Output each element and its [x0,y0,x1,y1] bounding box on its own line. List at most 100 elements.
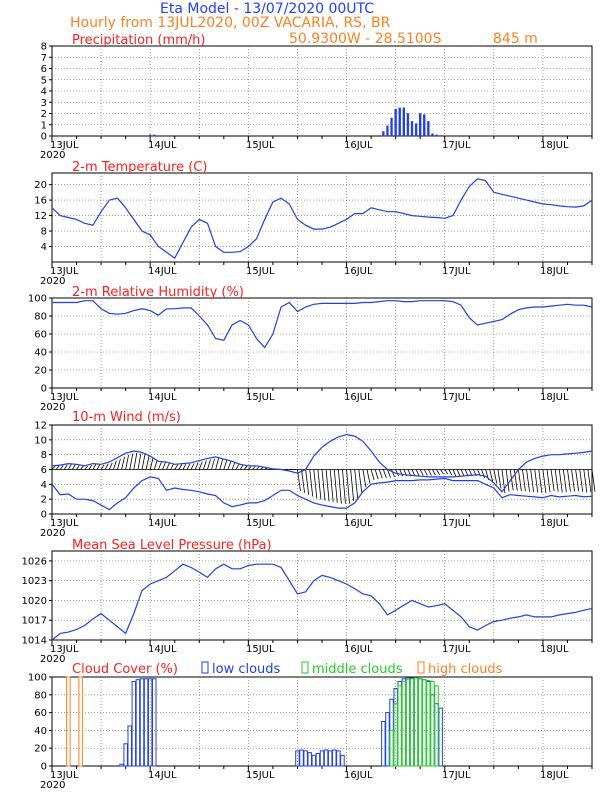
precip-ytick-label: 5 [41,75,47,86]
wind-xtick-label: 15JUL [246,518,275,529]
mslp-xtick-label: 15JUL [246,644,275,655]
precip-xtick-label: 14JUL [148,140,177,151]
wind-barb [92,463,97,470]
cloud-bar-low-clouds [299,749,304,767]
temp-series-line [51,178,593,259]
wind-barb [354,469,359,499]
mslp-xtick-label: 17JUL [442,644,471,655]
wind-barb [174,464,179,470]
cloud-bar-middle-clouds [430,680,435,767]
precip-bar [402,107,405,137]
cloud-bar-low-clouds [303,750,308,767]
mslp-xtick-label: 18JUL [540,644,569,655]
wind-barb [301,469,305,493]
wind-barb [149,457,154,470]
legend-swatch-2 [417,661,425,674]
rh-series-line [52,300,593,349]
wind-barb [96,464,101,470]
cloud-bar-middle-clouds [434,685,439,767]
cloud-ytick-label: 40 [34,726,47,737]
wind-barb [305,469,310,495]
wind-barb [346,469,350,504]
panel-wind: 0 2 4 6 8 10 12 13JUL 14JUL 15JUL 16JUL 17JUL 18JUL 2… [34,410,596,539]
wind-barb [452,469,457,477]
wind-barb [121,456,125,470]
wind-barb [460,469,465,477]
panel-rh: 0 20 40 60 80 100 13JUL 14JUL 15JUL 16JUL 17JUL 18J… [28,285,593,413]
cloud-bar-middle-clouds [417,678,423,767]
cloud-bar-low-clouds [315,753,321,767]
precip-bar [423,114,426,137]
cloud-bar-low-clouds [340,754,345,767]
wind-barb [325,469,330,502]
wind-barb [313,469,318,499]
wind-barb [129,453,134,470]
wind-barb [415,469,420,476]
cloud-bar-middle-clouds [413,677,419,767]
cloud-bar-low-clouds [143,678,149,767]
precip-ytick-label: 0 [41,132,47,143]
cloud-bar-low-clouds [401,678,407,767]
wind-ytick-label: 8 [41,450,47,461]
wind-barb [162,462,166,470]
cloud-bar-low-clouds [139,678,145,767]
precip-bar [439,135,442,137]
wind-barb [223,460,228,470]
cloud-bar-low-clouds [405,677,411,767]
cloud-ytick-label: 80 [34,690,47,701]
temp-xtick-label: 13JUL [50,266,79,277]
cloud-bar-low-clouds [381,721,386,767]
wind-year-label: 2020 [40,528,65,539]
rh-xtick-label: 14JUL [148,392,177,403]
wind-barb [448,469,453,476]
cloud-ytick-label: 20 [34,744,47,755]
cloud-year-label: 2020 [40,780,65,791]
wind-barb [219,459,224,470]
wind-barb [207,459,211,470]
wind-barb [235,463,240,470]
wind-barb [530,469,535,493]
wind-barb [497,469,502,489]
wind-barb [63,464,68,470]
wind-barb [493,469,498,484]
wind-barb [350,469,355,502]
precip-ytick-label: 4 [41,87,47,98]
wind-barb [76,464,80,470]
rh-xtick-label: 13JUL [50,392,79,403]
wind-ytick-label: 2 [41,495,47,506]
chart-title: Eta Model - 13/07/2020 00UTC [160,1,374,17]
rh-title: 2-m Relative Humidity (%) [72,285,244,300]
mslp-year-label: 2020 [40,654,65,665]
precip-ytick-label: 8 [41,42,47,53]
mslp-xtick-label: 14JUL [148,644,177,655]
cloud-bar-middle-clouds [422,679,427,767]
cloud-bar-middle-clouds [401,680,407,767]
temp-year-label: 2020 [40,276,65,287]
wind-barb [108,462,113,470]
cloud-xtick-label: 16JUL [344,770,373,781]
wind-barb [562,469,567,493]
mslp-frame [51,550,593,641]
temp-ytick-label: 16 [34,196,47,207]
wind-barb [362,469,367,488]
wind-barb [166,462,170,470]
temp-xtick-label: 18JUL [540,266,569,277]
wind-barb [137,453,142,470]
wind-barb [55,465,60,470]
wind-barb [252,465,256,470]
wind-speed-lower-line [51,476,593,511]
wind-barb [509,469,514,491]
precip-bar [419,113,422,137]
wind-xtick-label: 17JUL [442,518,471,529]
precip-ytick-label: 1 [41,120,47,131]
rh-ytick-label: 40 [34,348,47,359]
cloud-bar-low-clouds [323,749,329,767]
wind-barb [157,462,162,470]
mslp-series-line [51,563,593,641]
wind-barb [366,469,371,484]
wind-barb [141,454,146,470]
wind-xtick-label: 13JUL [50,518,79,529]
wind-barb [481,469,485,479]
precip-ytick-label: 2 [41,109,47,120]
cloud-bar-low-clouds [307,752,312,767]
